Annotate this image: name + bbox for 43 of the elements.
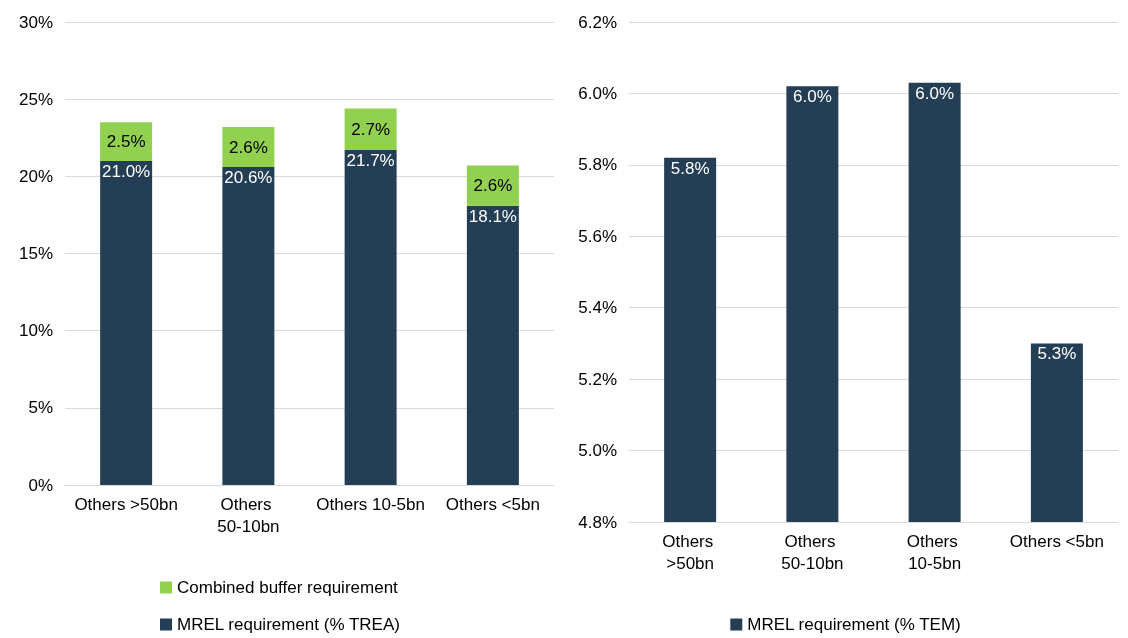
data-label: 2.6%	[473, 176, 513, 196]
data-label: 5.3%	[1037, 344, 1077, 364]
y-tick-label: 5.8%	[578, 155, 617, 175]
data-label: 21.0%	[102, 161, 151, 181]
data-label: 6.0%	[915, 83, 954, 103]
y-tick-label: 15%	[18, 244, 53, 263]
x-tick-label: Others 50-10bn	[217, 494, 280, 536]
legend-label: Combined buffer requirement	[177, 578, 399, 597]
y-tick-label: 6.0%	[578, 83, 617, 103]
y-tick-label: 5.2%	[578, 369, 617, 389]
y-tick-label: 25%	[18, 89, 53, 109]
x-tick-label: Others 10-5bn	[906, 531, 963, 573]
legend-label: MREL requirement (% TREA)	[177, 615, 400, 634]
x-tick-label: Others 50-10bn	[781, 531, 844, 573]
bar	[344, 150, 397, 485]
data-label: 5.8%	[670, 158, 710, 178]
data-label: 21.7%	[346, 151, 395, 171]
x-tick-label: Others 10-5bn	[316, 494, 425, 514]
y-tick-label: 5%	[28, 398, 53, 418]
bar	[466, 205, 519, 485]
data-label: 2.5%	[106, 132, 146, 152]
data-label: 2.7%	[351, 119, 390, 139]
data-label: 6.0%	[793, 87, 832, 107]
y-tick-label: 5.0%	[578, 441, 617, 461]
x-tick-label: Others <5bn	[1009, 531, 1104, 551]
y-tick-label: 5.4%	[578, 298, 617, 318]
bar	[222, 167, 275, 485]
y-tick-label: 6.2%	[578, 12, 617, 32]
x-tick-label: Others <5bn	[445, 494, 540, 514]
y-tick-label: 4.8%	[578, 512, 617, 532]
data-label: 18.1%	[468, 206, 517, 226]
y-tick-label: 30%	[18, 12, 53, 32]
y-tick-label: 5.6%	[578, 226, 617, 246]
x-tick-label: Others >50bn	[662, 531, 718, 573]
y-tick-label: 20%	[18, 166, 53, 186]
data-label: 20.6%	[224, 168, 273, 188]
y-tick-label: 10%	[18, 321, 53, 341]
x-tick-label: Others >50bn	[74, 494, 178, 514]
y-tick-label: 0%	[28, 475, 53, 495]
bar	[100, 160, 153, 485]
data-label: 2.6%	[229, 137, 268, 157]
legend-label: MREL requirement (% TEM)	[747, 615, 961, 634]
bar	[344, 108, 397, 151]
